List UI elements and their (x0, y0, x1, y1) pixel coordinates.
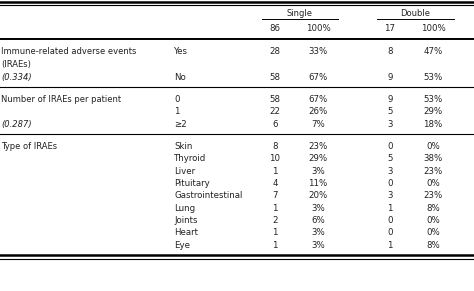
Text: 3: 3 (387, 191, 393, 200)
Text: 11%: 11% (309, 179, 328, 188)
Text: Lung: Lung (174, 204, 196, 213)
Text: Liver: Liver (174, 167, 196, 176)
Text: 6: 6 (272, 120, 278, 129)
Text: Double: Double (400, 10, 430, 19)
Text: 10: 10 (270, 155, 281, 164)
Text: Immune-related adverse events: Immune-related adverse events (1, 47, 137, 56)
Text: 67%: 67% (309, 72, 328, 81)
Text: 86: 86 (270, 24, 281, 33)
Text: 20%: 20% (309, 191, 328, 200)
Text: No: No (174, 72, 186, 81)
Text: 1: 1 (272, 241, 278, 250)
Text: 1: 1 (272, 167, 278, 176)
Text: 53%: 53% (423, 95, 443, 104)
Text: 53%: 53% (423, 72, 443, 81)
Text: 33%: 33% (309, 47, 328, 56)
Text: 3%: 3% (311, 167, 325, 176)
Text: 100%: 100% (306, 24, 330, 33)
Text: 23%: 23% (423, 167, 443, 176)
Text: 7%: 7% (311, 120, 325, 129)
Text: 58: 58 (270, 72, 281, 81)
Text: 100%: 100% (420, 24, 446, 33)
Text: 7: 7 (272, 191, 278, 200)
Text: 1: 1 (272, 204, 278, 213)
Text: 0: 0 (387, 142, 393, 151)
Text: 3%: 3% (311, 241, 325, 250)
Text: 22: 22 (270, 107, 281, 116)
Text: 23%: 23% (423, 191, 443, 200)
Text: 3: 3 (387, 167, 393, 176)
Text: Heart: Heart (174, 228, 199, 237)
Text: 8%: 8% (426, 204, 440, 213)
Text: 0: 0 (174, 95, 180, 104)
Text: 9: 9 (387, 95, 392, 104)
Text: 5: 5 (387, 107, 393, 116)
Text: 8%: 8% (426, 241, 440, 250)
Text: 1: 1 (174, 107, 180, 116)
Text: 0%: 0% (426, 179, 440, 188)
Text: 17: 17 (384, 24, 395, 33)
Text: 5: 5 (387, 155, 393, 164)
Text: 1: 1 (272, 228, 278, 237)
Text: 2: 2 (272, 216, 278, 225)
Text: 1: 1 (387, 241, 393, 250)
Text: Eye: Eye (174, 241, 191, 250)
Text: (0.334): (0.334) (1, 72, 32, 81)
Text: 4: 4 (272, 179, 278, 188)
Text: 0: 0 (387, 216, 393, 225)
Text: Single: Single (287, 10, 313, 19)
Text: 29%: 29% (423, 107, 443, 116)
Text: 3%: 3% (311, 204, 325, 213)
Text: ≥2: ≥2 (174, 120, 187, 129)
Text: Type of IRAEs: Type of IRAEs (1, 142, 57, 151)
Text: 8: 8 (387, 47, 393, 56)
Text: 0: 0 (387, 228, 393, 237)
Text: Skin: Skin (174, 142, 193, 151)
Text: Thyroid: Thyroid (174, 155, 207, 164)
Text: Joints: Joints (174, 216, 198, 225)
Text: 23%: 23% (309, 142, 328, 151)
Text: 29%: 29% (309, 155, 328, 164)
Text: 26%: 26% (309, 107, 328, 116)
Text: 18%: 18% (423, 120, 443, 129)
Text: 3%: 3% (311, 228, 325, 237)
Text: 0: 0 (387, 179, 393, 188)
Text: (IRAEs): (IRAEs) (1, 60, 31, 68)
Text: (0.287): (0.287) (1, 120, 32, 129)
Text: Number of IRAEs per patient: Number of IRAEs per patient (1, 95, 121, 104)
Text: 8: 8 (272, 142, 278, 151)
Text: Pituitary: Pituitary (174, 179, 210, 188)
Text: 47%: 47% (423, 47, 443, 56)
Text: 0%: 0% (426, 142, 440, 151)
Text: 0%: 0% (426, 228, 440, 237)
Text: 0%: 0% (426, 216, 440, 225)
Text: 6%: 6% (311, 216, 325, 225)
Text: 67%: 67% (309, 95, 328, 104)
Text: 38%: 38% (423, 155, 443, 164)
Text: 1: 1 (387, 204, 393, 213)
Text: 3: 3 (387, 120, 393, 129)
Text: Yes: Yes (174, 47, 189, 56)
Text: Gastrointestinal: Gastrointestinal (174, 191, 243, 200)
Text: 9: 9 (387, 72, 392, 81)
Text: 28: 28 (270, 47, 281, 56)
Text: 58: 58 (270, 95, 281, 104)
